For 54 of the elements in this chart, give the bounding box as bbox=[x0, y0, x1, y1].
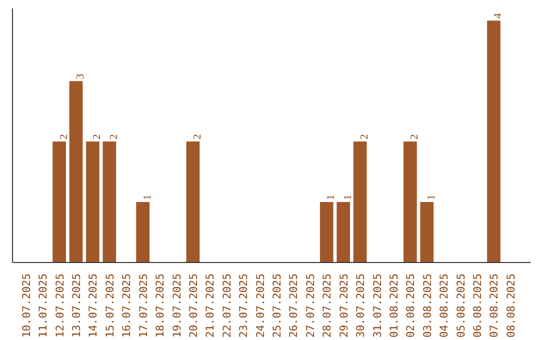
bar bbox=[102, 142, 116, 262]
x-tick-label: 24.07.2025 bbox=[254, 274, 267, 338]
x-tick-label: 18.07.2025 bbox=[154, 274, 167, 338]
data-label: 1 bbox=[142, 194, 154, 200]
data-label: 2 bbox=[192, 134, 204, 140]
data-label: 2 bbox=[108, 134, 120, 140]
data-label: 1 bbox=[426, 194, 438, 200]
x-tick-label: 04.08.2025 bbox=[438, 274, 451, 338]
x-tick-label: 01.08.2025 bbox=[387, 274, 400, 338]
bar bbox=[336, 202, 350, 262]
x-tick-label: 29.07.2025 bbox=[337, 274, 350, 338]
x-tick-label: 23.07.2025 bbox=[237, 274, 250, 338]
bar bbox=[136, 202, 150, 262]
x-tick-label: 31.07.2025 bbox=[370, 274, 384, 338]
x-tick-label: 30.07.2025 bbox=[354, 274, 368, 338]
bar bbox=[69, 81, 83, 262]
data-label: 2 bbox=[58, 134, 70, 140]
bar bbox=[404, 142, 417, 262]
x-tick-label: 06.08.2025 bbox=[471, 274, 484, 338]
x-tick-label: 10.07.2025 bbox=[20, 274, 33, 338]
x-tick-label: 13.07.2025 bbox=[70, 274, 83, 338]
x-tick-label: 21.07.2025 bbox=[204, 274, 217, 338]
data-label: 2 bbox=[410, 134, 421, 140]
bar bbox=[353, 142, 367, 262]
x-tick-label: 19.07.2025 bbox=[170, 274, 184, 338]
x-tick-label: 15.07.2025 bbox=[103, 274, 116, 338]
data-label: 2 bbox=[360, 134, 371, 140]
x-tick-label: 11.07.2025 bbox=[36, 274, 50, 338]
bar bbox=[86, 142, 100, 262]
x-tick-label: 22.07.2025 bbox=[220, 274, 234, 338]
data-label: 1 bbox=[326, 194, 338, 200]
x-tick-label: 08.08.2025 bbox=[504, 274, 518, 338]
data-label: 3 bbox=[75, 74, 86, 80]
bar bbox=[487, 20, 500, 262]
bar bbox=[186, 142, 200, 262]
x-tick-label: 03.08.2025 bbox=[420, 274, 434, 338]
x-tick-label: 14.07.2025 bbox=[86, 274, 100, 338]
x-tick-label: 07.08.2025 bbox=[488, 274, 501, 338]
x-tick-label: 27.07.2025 bbox=[304, 274, 317, 338]
data-label: 4 bbox=[493, 12, 504, 19]
x-tick-label: 05.08.2025 bbox=[454, 274, 468, 338]
x-tick-label: 28.07.2025 bbox=[320, 274, 334, 338]
x-tick-label: 20.07.2025 bbox=[186, 274, 200, 338]
x-tick-label: 17.07.2025 bbox=[136, 274, 150, 338]
data-label: 2 bbox=[92, 134, 104, 140]
x-tick-label: 02.08.2025 bbox=[404, 274, 418, 338]
bar bbox=[420, 202, 434, 262]
x-tick-label: 25.07.2025 bbox=[270, 274, 284, 338]
data-label: 1 bbox=[342, 194, 354, 200]
bar bbox=[52, 142, 66, 262]
x-tick-label: 12.07.2025 bbox=[53, 274, 66, 338]
bar bbox=[320, 202, 334, 262]
x-tick-label: 26.07.2025 bbox=[287, 274, 300, 338]
x-tick-label: 16.07.2025 bbox=[120, 274, 134, 338]
